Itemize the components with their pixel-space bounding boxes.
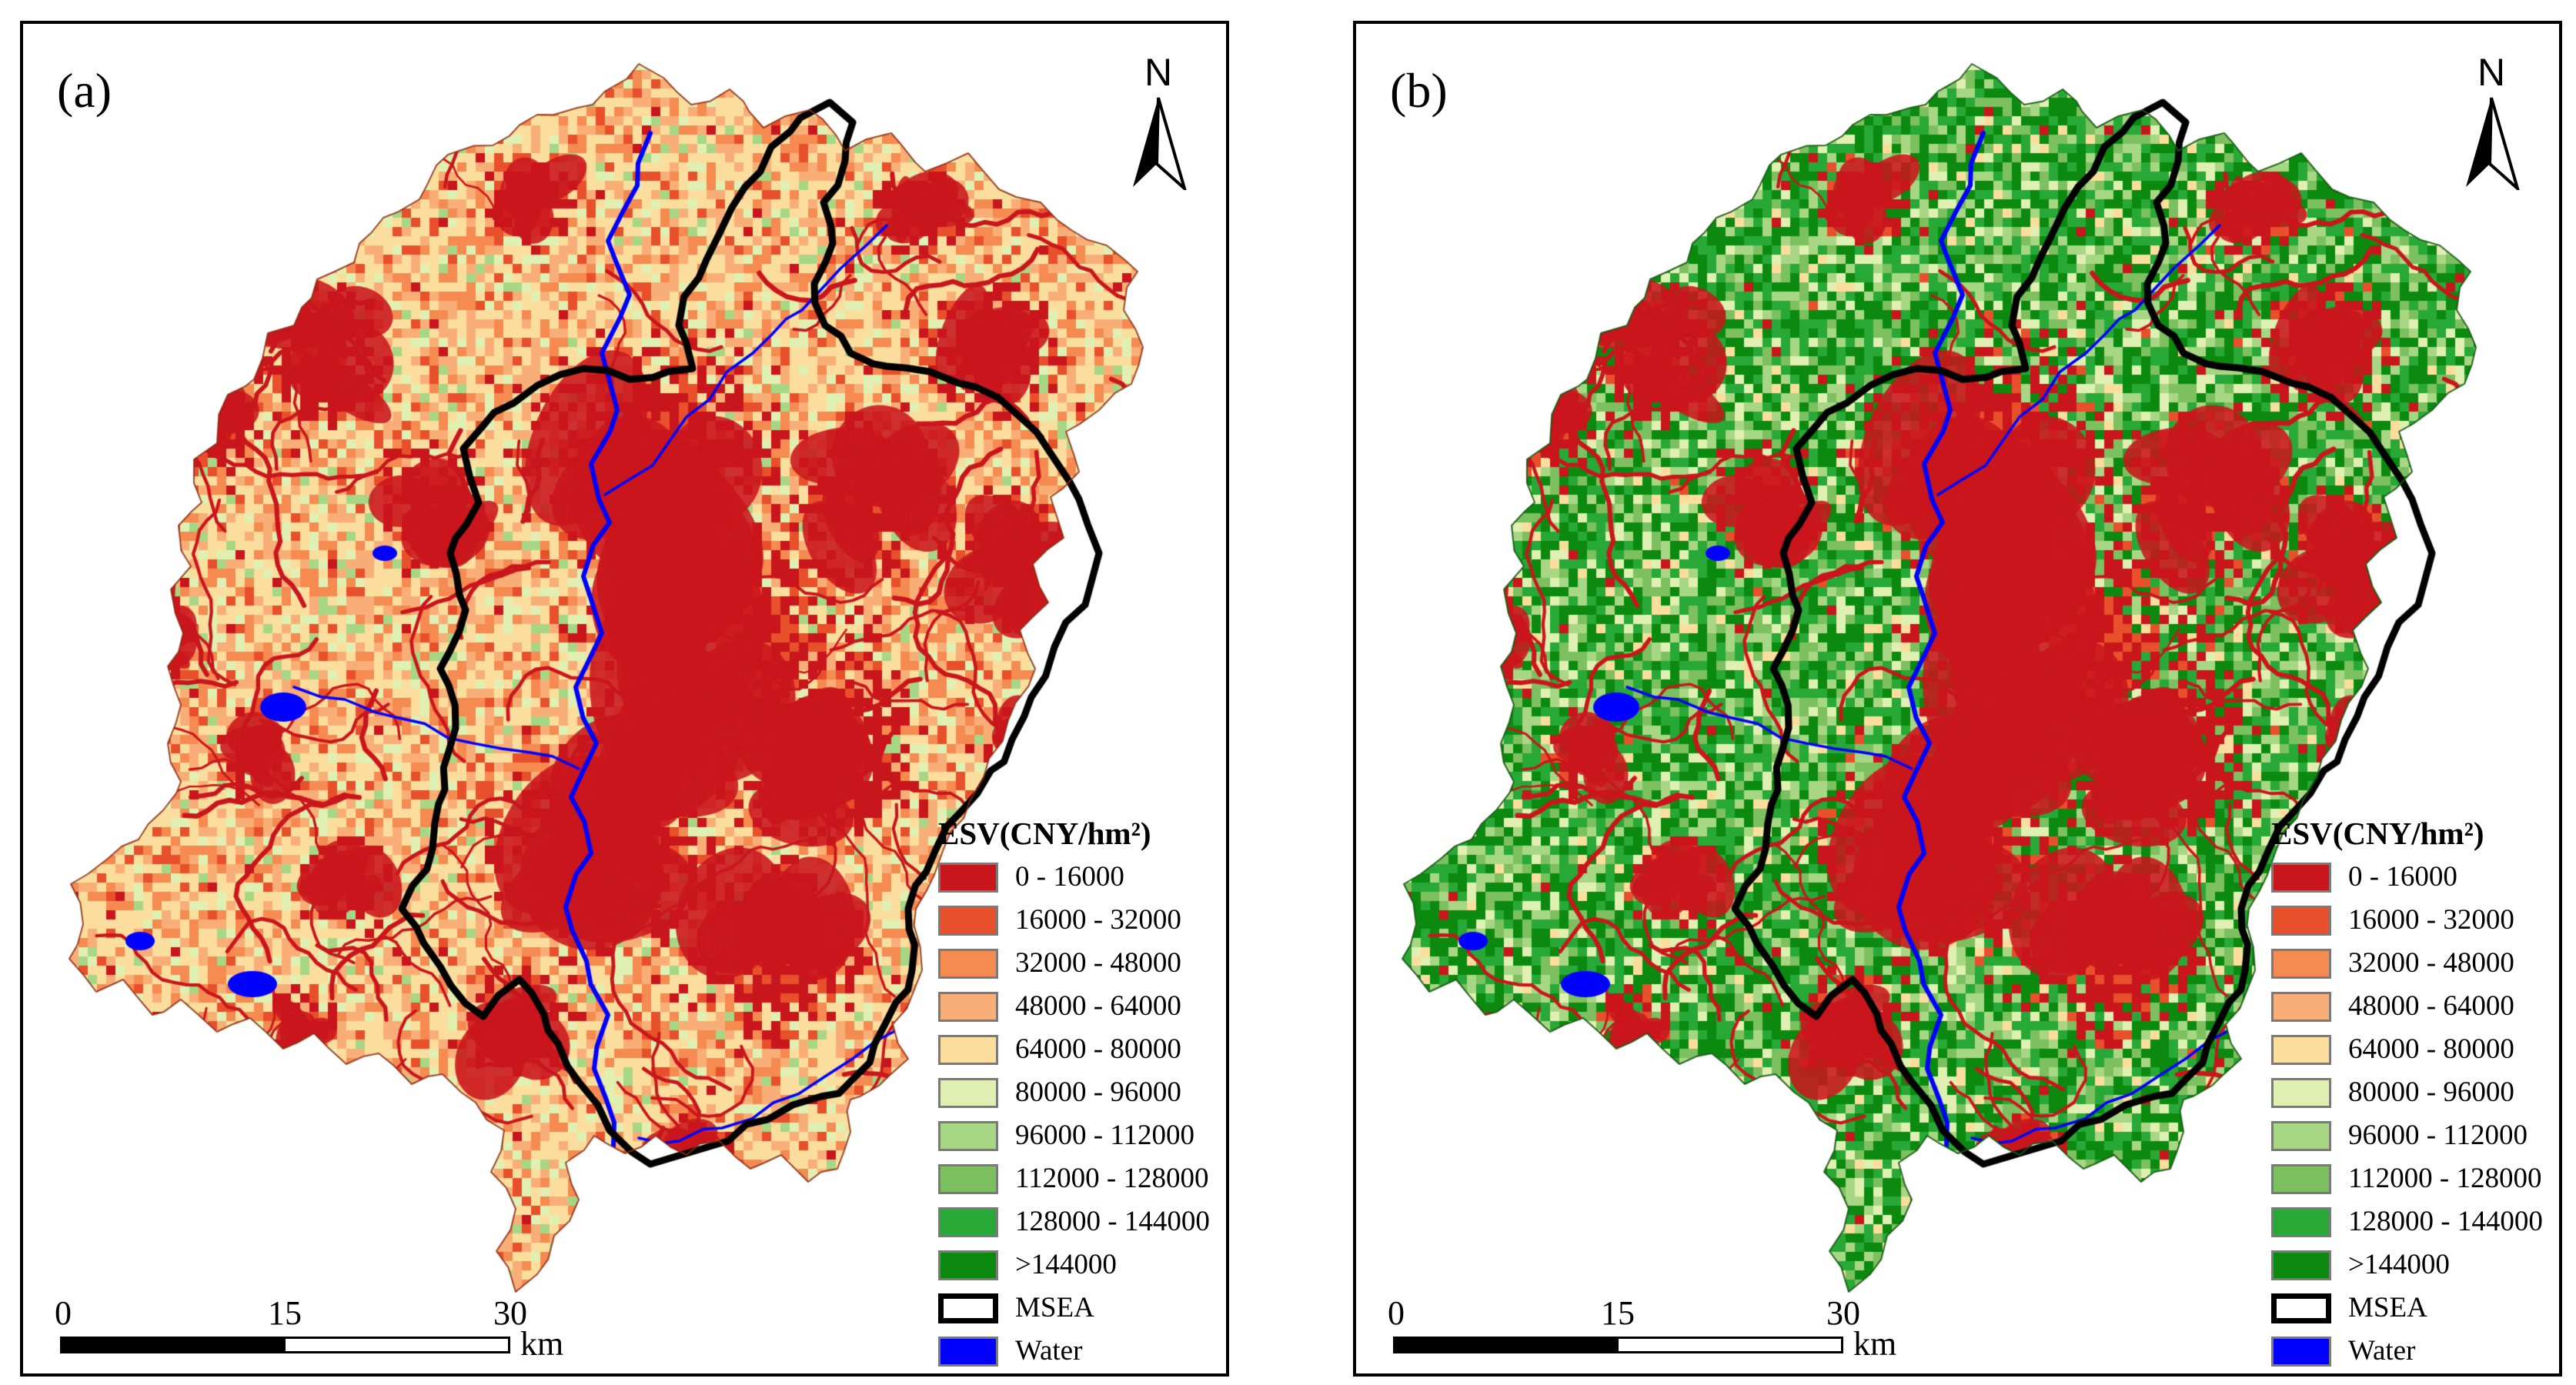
- legend-swatch: [2271, 1207, 2331, 1237]
- legend-label: 16000 - 32000: [2348, 904, 2514, 936]
- legend-label: MSEA: [2348, 1292, 2427, 1323]
- legend-label: Water: [1015, 1335, 1083, 1367]
- legend-label: 96000 - 112000: [1015, 1120, 1194, 1151]
- msea-swatch: [938, 1293, 998, 1323]
- legend-label: 32000 - 48000: [1015, 947, 1181, 979]
- legend-label: 32000 - 48000: [2348, 947, 2514, 979]
- panel-label-a: (a): [57, 63, 112, 118]
- legend-label: 0 - 16000: [1015, 861, 1124, 893]
- legend-swatch: [2271, 1164, 2331, 1194]
- legend-swatch: [938, 863, 998, 893]
- scale-unit: km: [520, 1325, 564, 1363]
- scale-tick: 0: [1388, 1294, 1405, 1332]
- water-swatch: [2271, 1337, 2331, 1367]
- legend-label: 128000 - 144000: [2348, 1206, 2543, 1237]
- legend-label: 64000 - 80000: [2348, 1033, 2514, 1065]
- legend-swatch: [2271, 992, 2331, 1022]
- scale-bar-track: [1393, 1337, 1843, 1353]
- legend-label: Water: [2348, 1335, 2416, 1367]
- legend-label: 48000 - 64000: [2348, 990, 2514, 1022]
- legend-swatch: [2271, 1035, 2331, 1065]
- north-arrow: N: [2445, 52, 2538, 190]
- legend-label: 16000 - 32000: [1015, 904, 1181, 936]
- north-label: N: [1144, 51, 1173, 94]
- legend-swatch: [2271, 1078, 2331, 1108]
- scale-bar-fill: [1395, 1339, 1619, 1351]
- legend-label: 64000 - 80000: [1015, 1033, 1181, 1065]
- legend-label: 0 - 16000: [2348, 861, 2457, 893]
- scale-tick: 15: [1601, 1294, 1635, 1332]
- legend-swatch: [938, 1121, 998, 1151]
- legend-swatch: [938, 1164, 998, 1194]
- map-raster-a: [23, 24, 1226, 1373]
- scale-bar-track: [60, 1337, 510, 1353]
- legend-swatch: [938, 1078, 998, 1108]
- msea-swatch: [2271, 1293, 2331, 1323]
- legend-label: 48000 - 64000: [1015, 990, 1181, 1022]
- scale-bar-fill: [62, 1339, 286, 1351]
- panel-b: (b) N ESV(CNY/hm²) 0 - 16000 16000 - 320…: [1353, 21, 2562, 1377]
- legend-swatch: [938, 949, 998, 979]
- legend-label: 80000 - 96000: [1015, 1076, 1181, 1108]
- legend-swatch: [2271, 1250, 2331, 1280]
- legend-swatch: [2271, 863, 2331, 893]
- legend-label: 80000 - 96000: [2348, 1076, 2514, 1108]
- scale-tick: 0: [55, 1294, 72, 1332]
- legend-title: ESV(CNY/hm²): [938, 816, 1151, 851]
- north-arrow-icon: [2466, 97, 2520, 190]
- legend-swatch: [2271, 949, 2331, 979]
- panel-a: (a) N ESV(CNY/hm²) 0 - 16000 16000 - 320…: [20, 21, 1229, 1377]
- legend-label: MSEA: [1015, 1292, 1094, 1323]
- legend-title: ESV(CNY/hm²): [2271, 816, 2484, 851]
- map-raster-b: [1356, 24, 2559, 1373]
- legend-label: 112000 - 128000: [1015, 1163, 1209, 1194]
- legend-label: 96000 - 112000: [2348, 1120, 2528, 1151]
- water-swatch: [938, 1337, 998, 1367]
- north-arrow-icon: [1133, 97, 1187, 190]
- legend-swatch: [2271, 1121, 2331, 1151]
- scale-bar: 0 15 30 km: [1388, 1293, 1963, 1370]
- legend-swatch: [938, 1035, 998, 1065]
- scale-unit: km: [1853, 1325, 1897, 1363]
- legend-label: 128000 - 144000: [1015, 1206, 1210, 1237]
- scale-tick: 15: [268, 1294, 302, 1332]
- north-label: N: [2477, 51, 2506, 94]
- north-arrow: N: [1112, 52, 1204, 190]
- scale-tick: 30: [1826, 1294, 1860, 1332]
- legend-swatch: [938, 1207, 998, 1237]
- legend-label: >144000: [1015, 1249, 1117, 1280]
- panel-label-b: (b): [1390, 63, 1448, 118]
- legend-swatch: [938, 906, 998, 936]
- legend-label: >144000: [2348, 1249, 2450, 1280]
- legend-swatch: [938, 1250, 998, 1280]
- legend-swatch: [938, 992, 998, 1022]
- legend-label: 112000 - 128000: [2348, 1163, 2542, 1194]
- scale-tick: 30: [493, 1294, 527, 1332]
- legend-swatch: [2271, 906, 2331, 936]
- scale-bar: 0 15 30 km: [55, 1293, 630, 1370]
